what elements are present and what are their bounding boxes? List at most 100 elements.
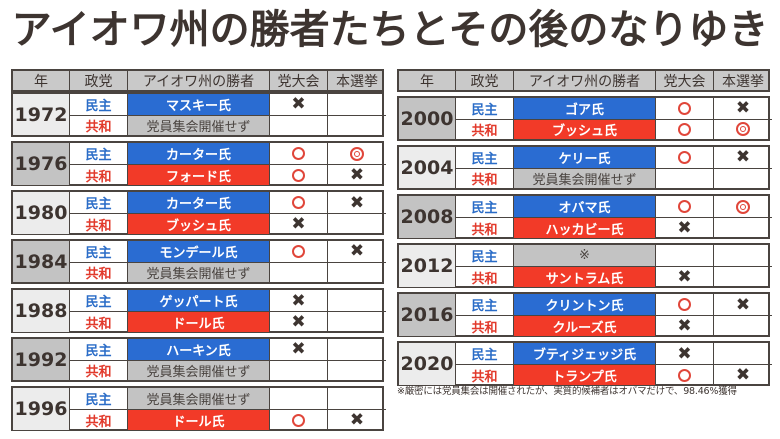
party-rows: 民主 ※ 共和 サントラム氏 ✖ (456, 245, 772, 287)
table-row-rep: 共和 党員集会開催せず (70, 359, 386, 380)
year-block-1992: 1992 民主 ハーキン氏 ✖ 共和 党員集会開催せず (11, 337, 386, 382)
winner-cell: クルーズ氏 (514, 316, 656, 336)
circle-mark-icon (656, 365, 714, 385)
party-label: 民主 (456, 245, 514, 266)
party-rows: 民主 モンデール氏 ✖ 共和 党員集会開催せず (70, 241, 386, 282)
cross-mark-icon: ✖ (270, 214, 328, 234)
header-iowa-winner: アイオワ州の勝者 (128, 71, 270, 90)
party-label: 共和 (456, 365, 514, 385)
table-row-dem: 民主 ※ (456, 245, 772, 266)
cross-mark-icon: ✖ (735, 98, 751, 119)
cross-mark-icon: ✖ (270, 312, 328, 332)
table-header: 年 政党 アイオワ州の勝者 党大会 本選挙 (11, 69, 384, 92)
year-label: 2020 (399, 343, 456, 385)
empty-cell (328, 94, 386, 115)
party-rows: 民主 ケリー氏 ✖ 共和 党員集会開催せず (456, 147, 772, 188)
year-label: 2016 (399, 294, 456, 336)
table-row-rep: 共和 党員集会開催せず (70, 261, 386, 283)
year-block-2000: 2000 民主 ゴア氏 ✖ 共和 ブッシュ氏 (397, 96, 772, 141)
circle-mark-icon (270, 143, 328, 164)
party-label: 共和 (70, 360, 128, 380)
winner-cell: ※ (514, 245, 656, 266)
page-title: アイオワ州の勝者たちとその後のなりゆき (11, 7, 769, 53)
header-convention: 党大会 (656, 71, 714, 90)
party-label: 民主 (456, 343, 514, 364)
circle-icon (678, 298, 691, 311)
cross-mark-icon: ✖ (735, 147, 751, 168)
party-label: 民主 (70, 339, 128, 360)
party-label: 共和 (70, 410, 128, 430)
party-rows: 民主 マスキー氏 ✖ 共和 党員集会開催せず (70, 94, 386, 135)
party-label: 共和 (70, 115, 128, 135)
circle-icon (292, 147, 305, 160)
empty-cell (714, 169, 772, 189)
winner-cell: オバマ氏 (514, 196, 656, 217)
circle-mark-icon (270, 192, 328, 213)
party-label: 民主 (70, 388, 128, 409)
table-row-rep: 共和 ブッシュ氏 (456, 118, 772, 140)
circle-icon (678, 122, 691, 136)
header-iowa-winner: アイオワ州の勝者 (514, 71, 656, 90)
results-table-right: 年 政党 アイオワ州の勝者 党大会 本選挙 2000 民主 ゴア氏 ✖ 共和 ブッシュ氏 2… (397, 69, 772, 386)
empty-cell (328, 263, 386, 283)
cross-mark-icon: ✖ (270, 339, 328, 360)
circle-mark-icon (270, 241, 328, 262)
table-body: 2000 民主 ゴア氏 ✖ 共和 ブッシュ氏 2004 民主 ケリー氏 ✖ 共和 党員集会開催せず 20… (397, 96, 772, 386)
party-label: 民主 (70, 241, 128, 262)
circle-mark-icon (656, 294, 714, 315)
party-rows: 民主 クリントン氏 ✖ 共和 クルーズ氏 ✖ (456, 294, 772, 336)
table-body: 1972 民主 マスキー氏 ✖ 共和 党員集会開催せず 1976 民主 カーター氏 共和 フォード氏… (11, 92, 386, 431)
cross-mark-icon: ✖ (349, 241, 365, 262)
circle-mark-icon (656, 98, 714, 119)
year-label: 1992 (13, 339, 70, 380)
party-label: 共和 (456, 218, 514, 238)
party-rows: 民主 党員集会開催せず 共和 ドール氏 ✖ (70, 388, 386, 430)
year-label: 1988 (13, 290, 70, 332)
circle-mark-icon (270, 165, 328, 185)
footnote: ※厳密には党員集会は開催されたが、実質的候補者はオバマだけで、98.46%獲得 (397, 386, 737, 397)
circle-mark-icon (656, 119, 714, 139)
table-row-rep: 共和 党員集会開催せず (70, 114, 386, 135)
year-label: 2012 (399, 245, 456, 287)
table-row-dem: 民主 オバマ氏 (456, 196, 772, 217)
winner-cell: ブッシュ氏 (514, 119, 656, 139)
party-rows: 民主 ハーキン氏 ✖ 共和 党員集会開催せず (70, 339, 386, 380)
table-row-rep: 共和 フォード氏 ✖ (70, 164, 386, 185)
circle-icon (292, 168, 305, 182)
cross-mark-icon: ✖ (270, 94, 328, 115)
party-label: 共和 (70, 312, 128, 332)
cross-mark-icon: ✖ (656, 316, 714, 336)
party-label: 共和 (456, 267, 514, 287)
double-circle-mark-icon (714, 120, 772, 140)
year-label: 1996 (13, 388, 70, 430)
table-row-dem: 民主 モンデール氏 ✖ (70, 241, 386, 262)
table-row-rep: 共和 クルーズ氏 ✖ (456, 315, 772, 336)
cross-mark-icon: ✖ (656, 218, 714, 238)
party-label: 民主 (70, 94, 128, 115)
empty-cell (270, 360, 328, 380)
year-block-2004: 2004 民主 ケリー氏 ✖ 共和 党員集会開催せず (397, 145, 772, 190)
empty-cell (328, 388, 386, 409)
winner-cell: クリントン氏 (514, 294, 656, 315)
circle-icon (678, 150, 691, 164)
party-label: 民主 (70, 192, 128, 213)
winner-cell: フォード氏 (128, 165, 270, 185)
winner-cell: ドール氏 (128, 312, 270, 332)
circle-icon (678, 200, 691, 213)
table-row-dem: 民主 ケリー氏 ✖ (456, 147, 772, 168)
table-row-dem: 民主 党員集会開催せず (70, 388, 386, 409)
cross-mark-icon: ✖ (349, 192, 365, 213)
table-row-rep: 共和 サントラム氏 ✖ (456, 266, 772, 287)
empty-cell (656, 168, 714, 188)
year-block-2016: 2016 民主 クリントン氏 ✖ 共和 クルーズ氏 ✖ (397, 292, 772, 337)
year-label: 2000 (399, 98, 456, 139)
winner-cell: ケリー氏 (514, 147, 656, 168)
winner-cell: モンデール氏 (128, 241, 270, 262)
party-rows: 民主 カーター氏 ✖ 共和 ブッシュ氏 ✖ (70, 192, 386, 234)
table-row-dem: 民主 ハーキン氏 ✖ (70, 339, 386, 360)
winner-cell: ハッカビー氏 (514, 218, 656, 238)
circle-mark-icon (270, 410, 328, 430)
header-general-election: 本選挙 (722, 73, 764, 90)
circle-icon (678, 368, 691, 382)
party-rows: 民主 ゴア氏 ✖ 共和 ブッシュ氏 (456, 98, 772, 139)
